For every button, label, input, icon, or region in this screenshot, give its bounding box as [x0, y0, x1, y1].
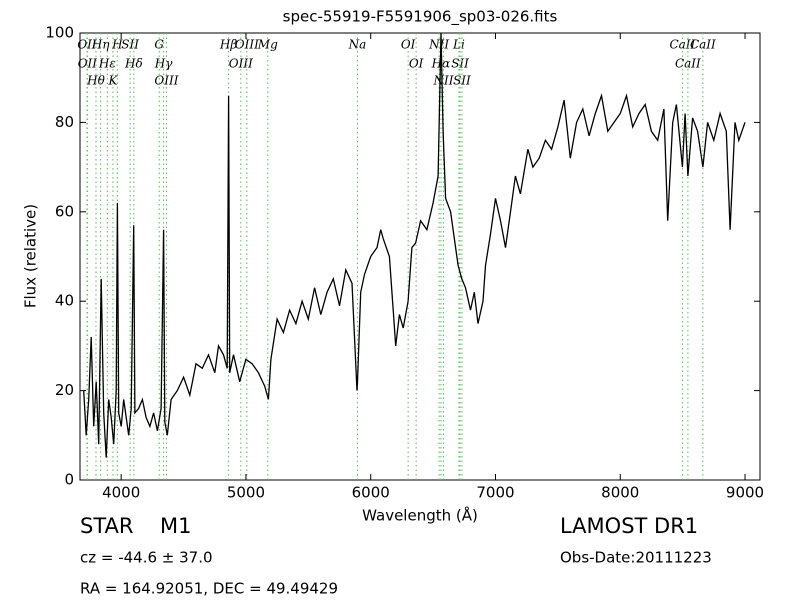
survey: LAMOST DR1	[560, 514, 698, 538]
y-tick-label: 0	[64, 471, 74, 489]
x-tick-label: 4000	[102, 484, 140, 502]
spectral-line-label: SII	[453, 74, 471, 88]
spectral-line-label: CaII	[669, 38, 695, 52]
x-tick-label: 5000	[227, 484, 265, 502]
subclass: M1	[160, 514, 191, 538]
x-tick-label: 6000	[352, 484, 390, 502]
plot-frame	[79, 32, 761, 481]
spectral-line-label: CaII	[690, 38, 716, 52]
spectrum-line	[83, 32, 746, 458]
spectral-line-label: SII	[451, 57, 469, 71]
spectral-line-label: Hη	[91, 38, 110, 52]
obs-date: Obs-Date:20111223	[560, 549, 712, 567]
spectral-line-label: Mg	[257, 38, 278, 52]
coords: RA = 164.92051, DEC = 49.49429	[80, 580, 338, 598]
x-tick-label: 7000	[476, 484, 514, 502]
x-tick-label: 8000	[601, 484, 639, 502]
spectral-line-label: Hβ	[219, 38, 237, 52]
spectral-line-label: SII	[121, 38, 139, 52]
spectral-line-label: NII	[432, 74, 453, 88]
spectral-line-label: Li	[452, 38, 465, 52]
chart-title: spec-55919-F5591906_sp03-026.fits	[283, 8, 558, 27]
spectral-line-label: OIII	[229, 57, 253, 71]
object-class: STAR	[80, 514, 133, 538]
cz: cz = -44.6 ± 37.0	[80, 549, 213, 567]
spectral-line-label: G	[154, 38, 164, 52]
y-tick-label: 100	[45, 24, 74, 42]
spectral-line-label: OIII	[235, 38, 259, 52]
spectral-line-label: NII	[428, 38, 449, 52]
y-tick-label: 40	[55, 292, 74, 310]
y-tick-label: 80	[55, 113, 74, 131]
y-tick-label: 20	[55, 381, 74, 399]
spectral-line-label: K	[107, 74, 118, 88]
spectral-line-label: H	[111, 38, 123, 52]
spectral-line-label: OII	[77, 38, 97, 52]
spectral-line-label: Hθ	[86, 74, 105, 88]
spectral-line-label: Hγ	[154, 57, 173, 71]
spectral-line-label: Na	[348, 38, 367, 52]
x-axis-label: Wavelength (Å)	[362, 506, 478, 525]
spectral-line-label: Hε	[98, 57, 116, 71]
spectral-line-label: OI	[401, 38, 416, 52]
spectral-line-label: OIII	[154, 74, 178, 88]
spectral-line-label: OI	[409, 57, 424, 71]
y-tick-label: 60	[55, 202, 74, 220]
x-tick-label: 9000	[726, 484, 764, 502]
spectral-line-label: CaII	[675, 57, 701, 71]
spectral-line-label: Hδ	[124, 57, 143, 71]
spectral-line-label: OII	[78, 57, 98, 71]
y-axis-label: Flux (relative)	[22, 204, 40, 308]
